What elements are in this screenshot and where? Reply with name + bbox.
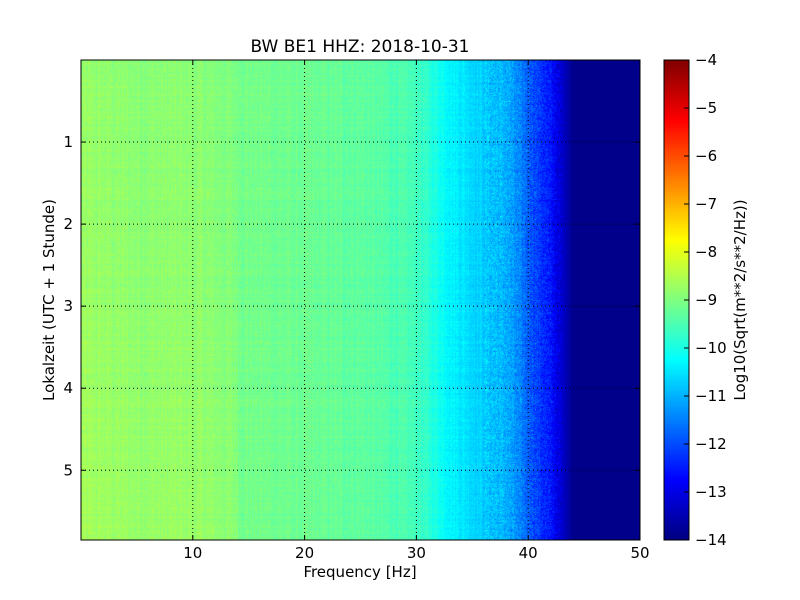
x-tick-label: 10	[183, 544, 202, 562]
colorbar-tick-label: −9	[695, 291, 717, 309]
y-axis: 1 2 3 4 5	[63, 133, 640, 479]
colorbar-tick-label: −4	[695, 51, 717, 69]
chart-title: BW BE1 HHZ: 2018-10-31	[250, 37, 469, 57]
colorbar-tick-label: −13	[695, 483, 727, 501]
colorbar-tick-label: −12	[695, 435, 727, 453]
colorbar-tick-label: −11	[695, 387, 727, 405]
colorbar-tick-label: −6	[695, 147, 717, 165]
colorbar-tick-label: −14	[695, 531, 727, 549]
y-tick-label: 4	[63, 379, 73, 397]
y-tick-label: 5	[63, 461, 73, 479]
heatmap-image	[81, 60, 640, 540]
colorbar-tick-label: −10	[695, 339, 727, 357]
y-tick-label: 1	[63, 133, 73, 151]
y-axis-label: Lokalzeit (UTC + 1 Stunde)	[40, 199, 58, 401]
x-tick-label: 30	[407, 544, 426, 562]
colorbar-tick-label: −8	[695, 243, 717, 261]
y-tick-label: 2	[63, 215, 73, 233]
colorbar-label: Log10(Sqrt(m**2/s**2/Hz))	[731, 199, 749, 400]
x-axis: 10 20 30 40 50	[183, 60, 650, 562]
colorbar-tick-label: −5	[695, 99, 717, 117]
x-tick-label: 20	[295, 544, 314, 562]
y-tick-label: 3	[63, 297, 73, 315]
heatmap-image-wrapper	[81, 60, 640, 540]
x-axis-label: Frequency [Hz]	[303, 563, 416, 581]
colorbar-ticks: −4 −5 −6 −7 −8 −9 −10 −11 −12 −13 −14	[684, 51, 727, 549]
plot-frame	[80, 59, 641, 541]
x-tick-label: 50	[630, 544, 649, 562]
colorbar-tick-label: −7	[695, 195, 717, 213]
x-tick-label: 40	[519, 544, 538, 562]
grid-lines	[81, 60, 640, 540]
